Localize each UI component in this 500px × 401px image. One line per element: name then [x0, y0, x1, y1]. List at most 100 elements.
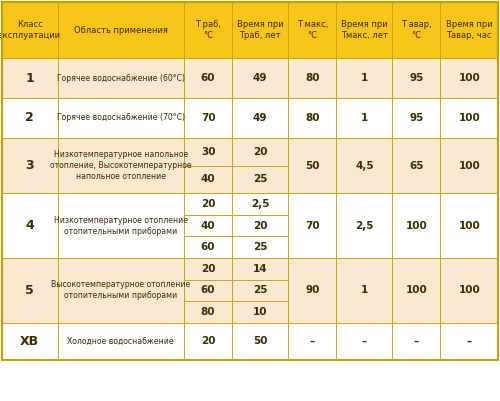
Text: 3: 3 [26, 159, 34, 172]
Bar [288, 98, 337, 138]
Text: 80: 80 [305, 73, 320, 83]
Text: Горячее водоснабжение (60°С): Горячее водоснабжение (60°С) [57, 74, 185, 83]
Text: Т авар,
°С: Т авар, °С [401, 20, 432, 40]
Bar [58, 98, 184, 138]
Text: 20: 20 [253, 147, 268, 157]
Text: 49: 49 [253, 113, 268, 123]
Text: 2,5: 2,5 [251, 199, 270, 209]
Text: Т раб,
°С: Т раб, °С [195, 20, 221, 40]
Bar [2, 193, 58, 258]
Bar [184, 193, 232, 215]
Text: Время при
Траб, лет: Время при Траб, лет [237, 20, 284, 40]
Text: 80: 80 [201, 307, 216, 317]
Text: 70: 70 [201, 113, 216, 123]
Text: 4: 4 [26, 219, 34, 232]
Text: 100: 100 [458, 113, 480, 123]
Text: 40: 40 [201, 221, 216, 231]
Bar [288, 2, 337, 59]
Text: –: – [466, 336, 472, 346]
Text: 1: 1 [26, 72, 34, 85]
Bar [184, 215, 232, 237]
Text: Область применения: Область применения [74, 26, 168, 35]
Text: 5: 5 [26, 284, 34, 297]
Text: 95: 95 [409, 73, 424, 83]
Bar [184, 98, 232, 138]
Bar [440, 323, 498, 360]
Text: 60: 60 [201, 242, 216, 252]
Bar [392, 59, 440, 98]
Text: Время при
Тмакс, лет: Время при Тмакс, лет [341, 20, 388, 40]
Bar [440, 2, 498, 59]
Bar [336, 258, 392, 323]
Text: 60: 60 [201, 73, 216, 83]
Text: 70: 70 [305, 221, 320, 231]
Bar [392, 138, 440, 193]
Bar [336, 323, 392, 360]
Text: 60: 60 [201, 286, 216, 296]
Text: 65: 65 [409, 160, 424, 170]
Bar [440, 98, 498, 138]
Text: 50: 50 [253, 336, 268, 346]
Text: 80: 80 [305, 113, 320, 123]
Bar [2, 2, 58, 59]
Text: Холодное водоснабжение: Холодное водоснабжение [68, 337, 174, 346]
Text: Низкотемпературное отопление
отопительными приборами: Низкотемпературное отопление отопительны… [54, 216, 188, 236]
Text: Время при
Тавар, час: Время при Тавар, час [446, 20, 492, 40]
Bar [2, 138, 58, 193]
Text: 20: 20 [201, 264, 216, 274]
Text: 2: 2 [26, 111, 34, 124]
Text: –: – [414, 336, 419, 346]
Bar [58, 258, 184, 323]
Bar [440, 193, 498, 258]
Bar [288, 193, 337, 258]
Bar [232, 215, 288, 237]
Bar [232, 193, 288, 215]
Bar [184, 2, 232, 59]
Bar [232, 237, 288, 258]
Text: 25: 25 [253, 286, 268, 296]
Bar [232, 301, 288, 323]
Bar [232, 98, 288, 138]
Text: 100: 100 [406, 221, 427, 231]
Bar [58, 323, 184, 360]
Bar [232, 59, 288, 98]
Bar [336, 98, 392, 138]
Text: 100: 100 [458, 286, 480, 296]
Text: Т макс,
°С: Т макс, °С [296, 20, 328, 40]
Bar [392, 193, 440, 258]
Bar [232, 279, 288, 301]
Bar [184, 279, 232, 301]
Bar [336, 2, 392, 59]
Text: 20: 20 [201, 336, 216, 346]
Text: 100: 100 [458, 73, 480, 83]
Text: 100: 100 [458, 160, 480, 170]
Bar [58, 138, 184, 193]
Text: –: – [310, 336, 315, 346]
Text: 20: 20 [253, 221, 268, 231]
Bar [232, 323, 288, 360]
Bar [336, 59, 392, 98]
Bar [288, 258, 337, 323]
Bar [288, 59, 337, 98]
Bar [392, 98, 440, 138]
Text: Горячее водоснабжение (70°С): Горячее водоснабжение (70°С) [57, 113, 185, 122]
Bar [336, 138, 392, 193]
Text: 30: 30 [201, 147, 216, 157]
Bar [440, 258, 498, 323]
Text: 25: 25 [253, 242, 268, 252]
Bar [58, 193, 184, 258]
Bar [58, 59, 184, 98]
Bar [2, 2, 498, 360]
Bar [2, 98, 58, 138]
Text: 10: 10 [253, 307, 268, 317]
Text: Высокотемпературное отопление
отопительными приборами: Высокотемпературное отопление отопительн… [51, 280, 190, 300]
Bar [184, 237, 232, 258]
Bar [232, 2, 288, 59]
Text: 14: 14 [253, 264, 268, 274]
Bar [288, 138, 337, 193]
Text: Низкотемпературное напольное
отопление, Высокотемпературное
напольное отопление: Низкотемпературное напольное отопление, … [50, 150, 192, 181]
Bar [440, 59, 498, 98]
Bar [58, 2, 184, 59]
Text: ХВ: ХВ [20, 335, 40, 348]
Text: 20: 20 [201, 199, 216, 209]
